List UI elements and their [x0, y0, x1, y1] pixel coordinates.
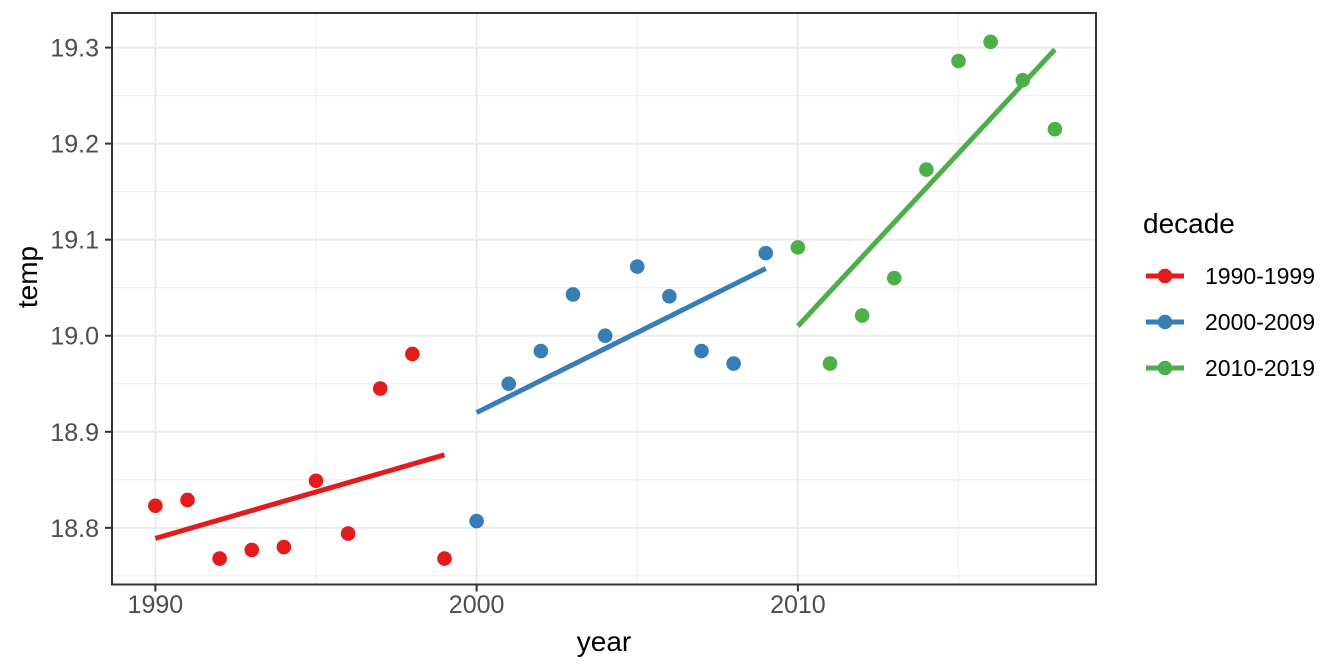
- y-axis-title: temp: [12, 246, 43, 308]
- x-axis-title: year: [577, 626, 631, 657]
- data-point: [180, 492, 195, 508]
- trend-line: [154, 452, 446, 541]
- data-layer: [148, 34, 1063, 566]
- data-point: [533, 343, 549, 359]
- data-point: [565, 287, 581, 302]
- data-point: [662, 289, 677, 304]
- y-tick-label: 19.0: [50, 323, 99, 351]
- trend-line: [796, 47, 1057, 328]
- y-tick-label: 19.2: [50, 131, 99, 159]
- data-point: [758, 245, 774, 261]
- data-point: [854, 308, 870, 323]
- data-point: [694, 343, 709, 359]
- data-point: [886, 270, 902, 286]
- data-point: [244, 542, 260, 558]
- data-point: [308, 473, 324, 489]
- data-point: [148, 498, 163, 514]
- data-point: [1047, 121, 1063, 137]
- data-point: [501, 376, 517, 392]
- data-point: [437, 551, 452, 566]
- legend-item-label: 2010-2019: [1205, 355, 1315, 381]
- panel-border: [111, 12, 1097, 586]
- data-point: [951, 53, 966, 69]
- legend-title: decade: [1143, 208, 1235, 239]
- y-tick-label: 18.9: [50, 419, 99, 447]
- plot-panel: [111, 12, 1097, 586]
- data-point: [983, 34, 998, 50]
- data-point: [726, 356, 741, 371]
- trend-line: [475, 266, 767, 415]
- data-point: [340, 526, 356, 541]
- data-point: [822, 356, 838, 371]
- data-point: [276, 539, 292, 555]
- data-point: [405, 346, 420, 362]
- y-tick-label: 19.3: [50, 35, 99, 63]
- legend-key-dot: [1157, 268, 1173, 284]
- legend-item-label: 1990-1999: [1205, 263, 1315, 289]
- x-tick-label: 2010: [770, 591, 826, 619]
- data-point: [629, 259, 645, 274]
- x-tick-label: 2000: [449, 591, 505, 619]
- legend-key-dot: [1157, 314, 1173, 330]
- panel-background: [112, 13, 1096, 585]
- axis-layer: 1990 2000 2010 18.8 18.9 19.0 19.1 19.2 19.3: [50, 35, 825, 619]
- data-point: [212, 551, 227, 566]
- y-tick-label: 19.1: [50, 227, 99, 255]
- legend-key-dot: [1157, 360, 1173, 376]
- legend: decade 1990-1999 2000-2009 2010-2019: [1143, 208, 1315, 381]
- data-point: [597, 328, 613, 344]
- y-tick-label: 18.8: [50, 515, 99, 543]
- legend-item-label: 2000-2009: [1205, 309, 1315, 335]
- data-point: [790, 240, 806, 255]
- data-point: [469, 513, 484, 529]
- data-point: [372, 381, 388, 396]
- x-tick-label: 1990: [128, 591, 184, 619]
- data-point: [919, 162, 934, 177]
